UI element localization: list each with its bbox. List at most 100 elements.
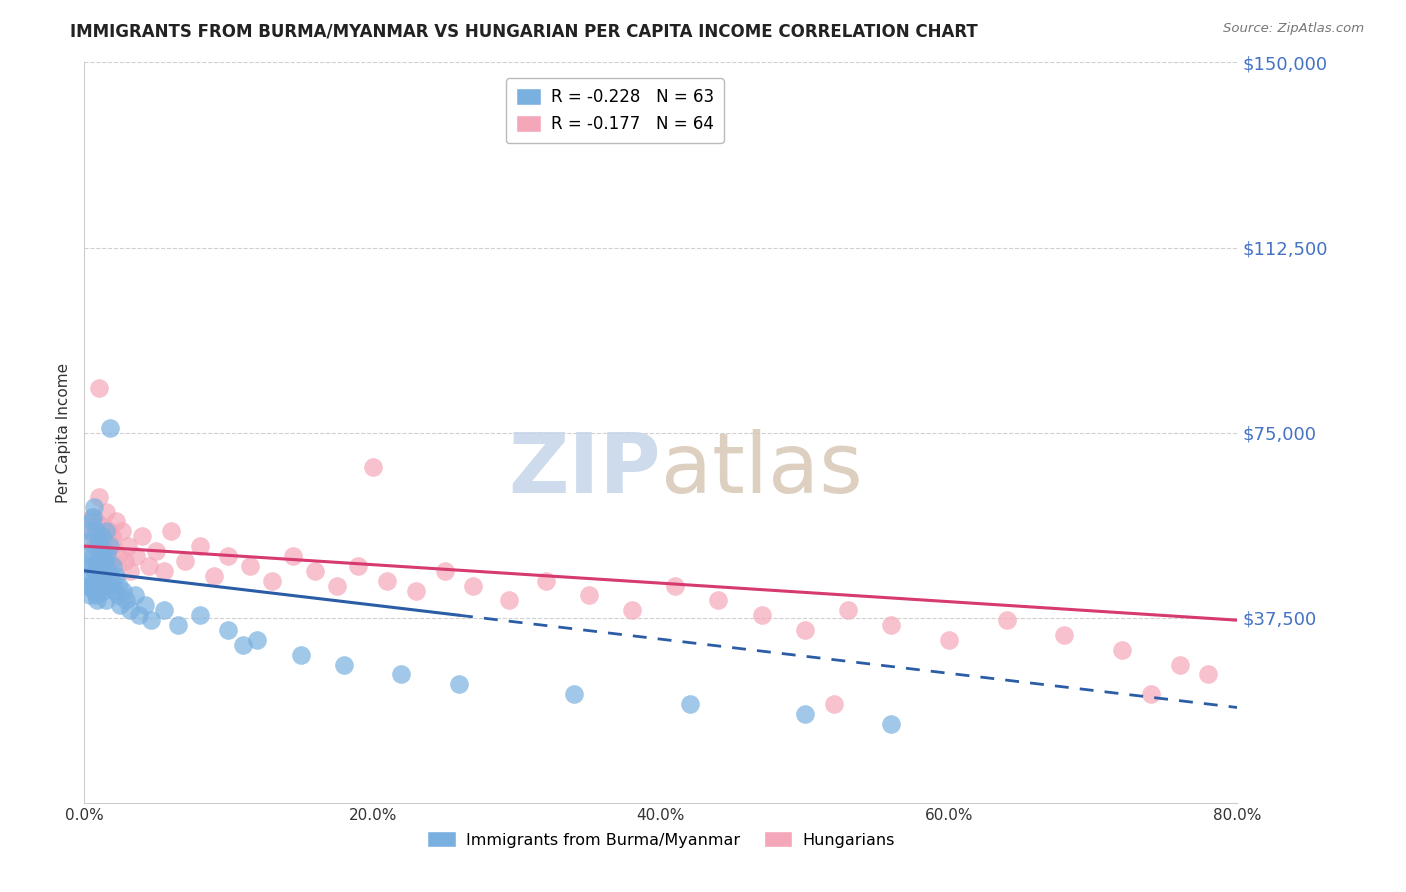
Point [84, 515, 107, 529]
Point [361, 460, 384, 475]
Point [823, 697, 845, 711]
Point [232, 638, 254, 652]
Point [751, 608, 773, 623]
Point [83, 500, 105, 514]
Point [79, 589, 101, 603]
Point [80, 515, 103, 529]
Point [90, 568, 112, 582]
Point [103, 539, 124, 553]
Point [880, 716, 903, 731]
Point [96, 579, 118, 593]
Point [87, 381, 110, 395]
Point [83, 558, 105, 573]
Point [880, 618, 903, 632]
Point [125, 549, 148, 563]
Point [91, 544, 114, 558]
Point [100, 574, 122, 588]
Point [188, 539, 211, 553]
Point [260, 574, 283, 588]
Point [77, 558, 100, 573]
Point [82, 549, 104, 563]
Point [1168, 657, 1191, 672]
Point [1053, 628, 1076, 642]
Point [82, 574, 104, 588]
Point [86, 539, 108, 553]
Point [794, 623, 817, 637]
Point [120, 603, 142, 617]
Point [90, 529, 112, 543]
Point [110, 599, 132, 613]
Point [94, 593, 117, 607]
Point [128, 608, 150, 623]
Point [75, 579, 97, 593]
Point [145, 544, 167, 558]
Point [325, 579, 347, 593]
Point [304, 564, 326, 578]
Point [160, 524, 183, 539]
Point [115, 593, 138, 607]
Point [105, 515, 128, 529]
Point [89, 549, 111, 563]
Point [664, 579, 686, 593]
Point [108, 549, 131, 563]
Point [463, 579, 485, 593]
Point [108, 579, 131, 593]
Point [100, 529, 122, 543]
Point [246, 632, 269, 647]
Point [405, 583, 427, 598]
Point [98, 554, 121, 568]
Point [188, 608, 211, 623]
Point [86, 568, 108, 582]
Point [77, 524, 100, 539]
Point [87, 558, 110, 573]
Point [707, 593, 730, 607]
Point [83, 583, 105, 598]
Point [97, 524, 120, 539]
Point [347, 558, 370, 573]
Point [333, 657, 356, 672]
Point [174, 554, 197, 568]
Point [218, 623, 240, 637]
Point [84, 564, 107, 578]
Point [89, 529, 111, 543]
Legend: Immigrants from Burma/Myanmar, Hungarians: Immigrants from Burma/Myanmar, Hungarian… [420, 825, 901, 854]
Point [94, 505, 117, 519]
Point [105, 568, 128, 582]
Point [84, 524, 107, 539]
Point [97, 564, 120, 578]
Point [1140, 687, 1163, 701]
Point [76, 549, 98, 563]
Point [167, 618, 190, 632]
Point [89, 579, 111, 593]
Point [82, 509, 104, 524]
Point [93, 534, 115, 549]
Point [391, 667, 413, 681]
Point [83, 539, 105, 553]
Point [98, 539, 121, 553]
Point [679, 697, 702, 711]
Point [134, 599, 156, 613]
Text: atlas: atlas [661, 429, 862, 510]
Point [80, 509, 103, 524]
Point [76, 568, 98, 582]
Y-axis label: Per Capita Income: Per Capita Income [56, 362, 72, 503]
Point [283, 549, 305, 563]
Point [91, 519, 114, 533]
Point [449, 677, 471, 691]
Point [103, 558, 124, 573]
Point [107, 589, 129, 603]
Point [375, 574, 398, 588]
Point [112, 583, 135, 598]
Point [80, 579, 103, 593]
Point [218, 549, 240, 563]
Point [87, 490, 110, 504]
Point [90, 549, 112, 563]
Point [98, 420, 121, 434]
Point [498, 593, 520, 607]
Point [534, 574, 557, 588]
Point [564, 687, 586, 701]
Point [938, 632, 960, 647]
Point [94, 524, 117, 539]
Text: Source: ZipAtlas.com: Source: ZipAtlas.com [1223, 22, 1364, 36]
Point [120, 564, 142, 578]
